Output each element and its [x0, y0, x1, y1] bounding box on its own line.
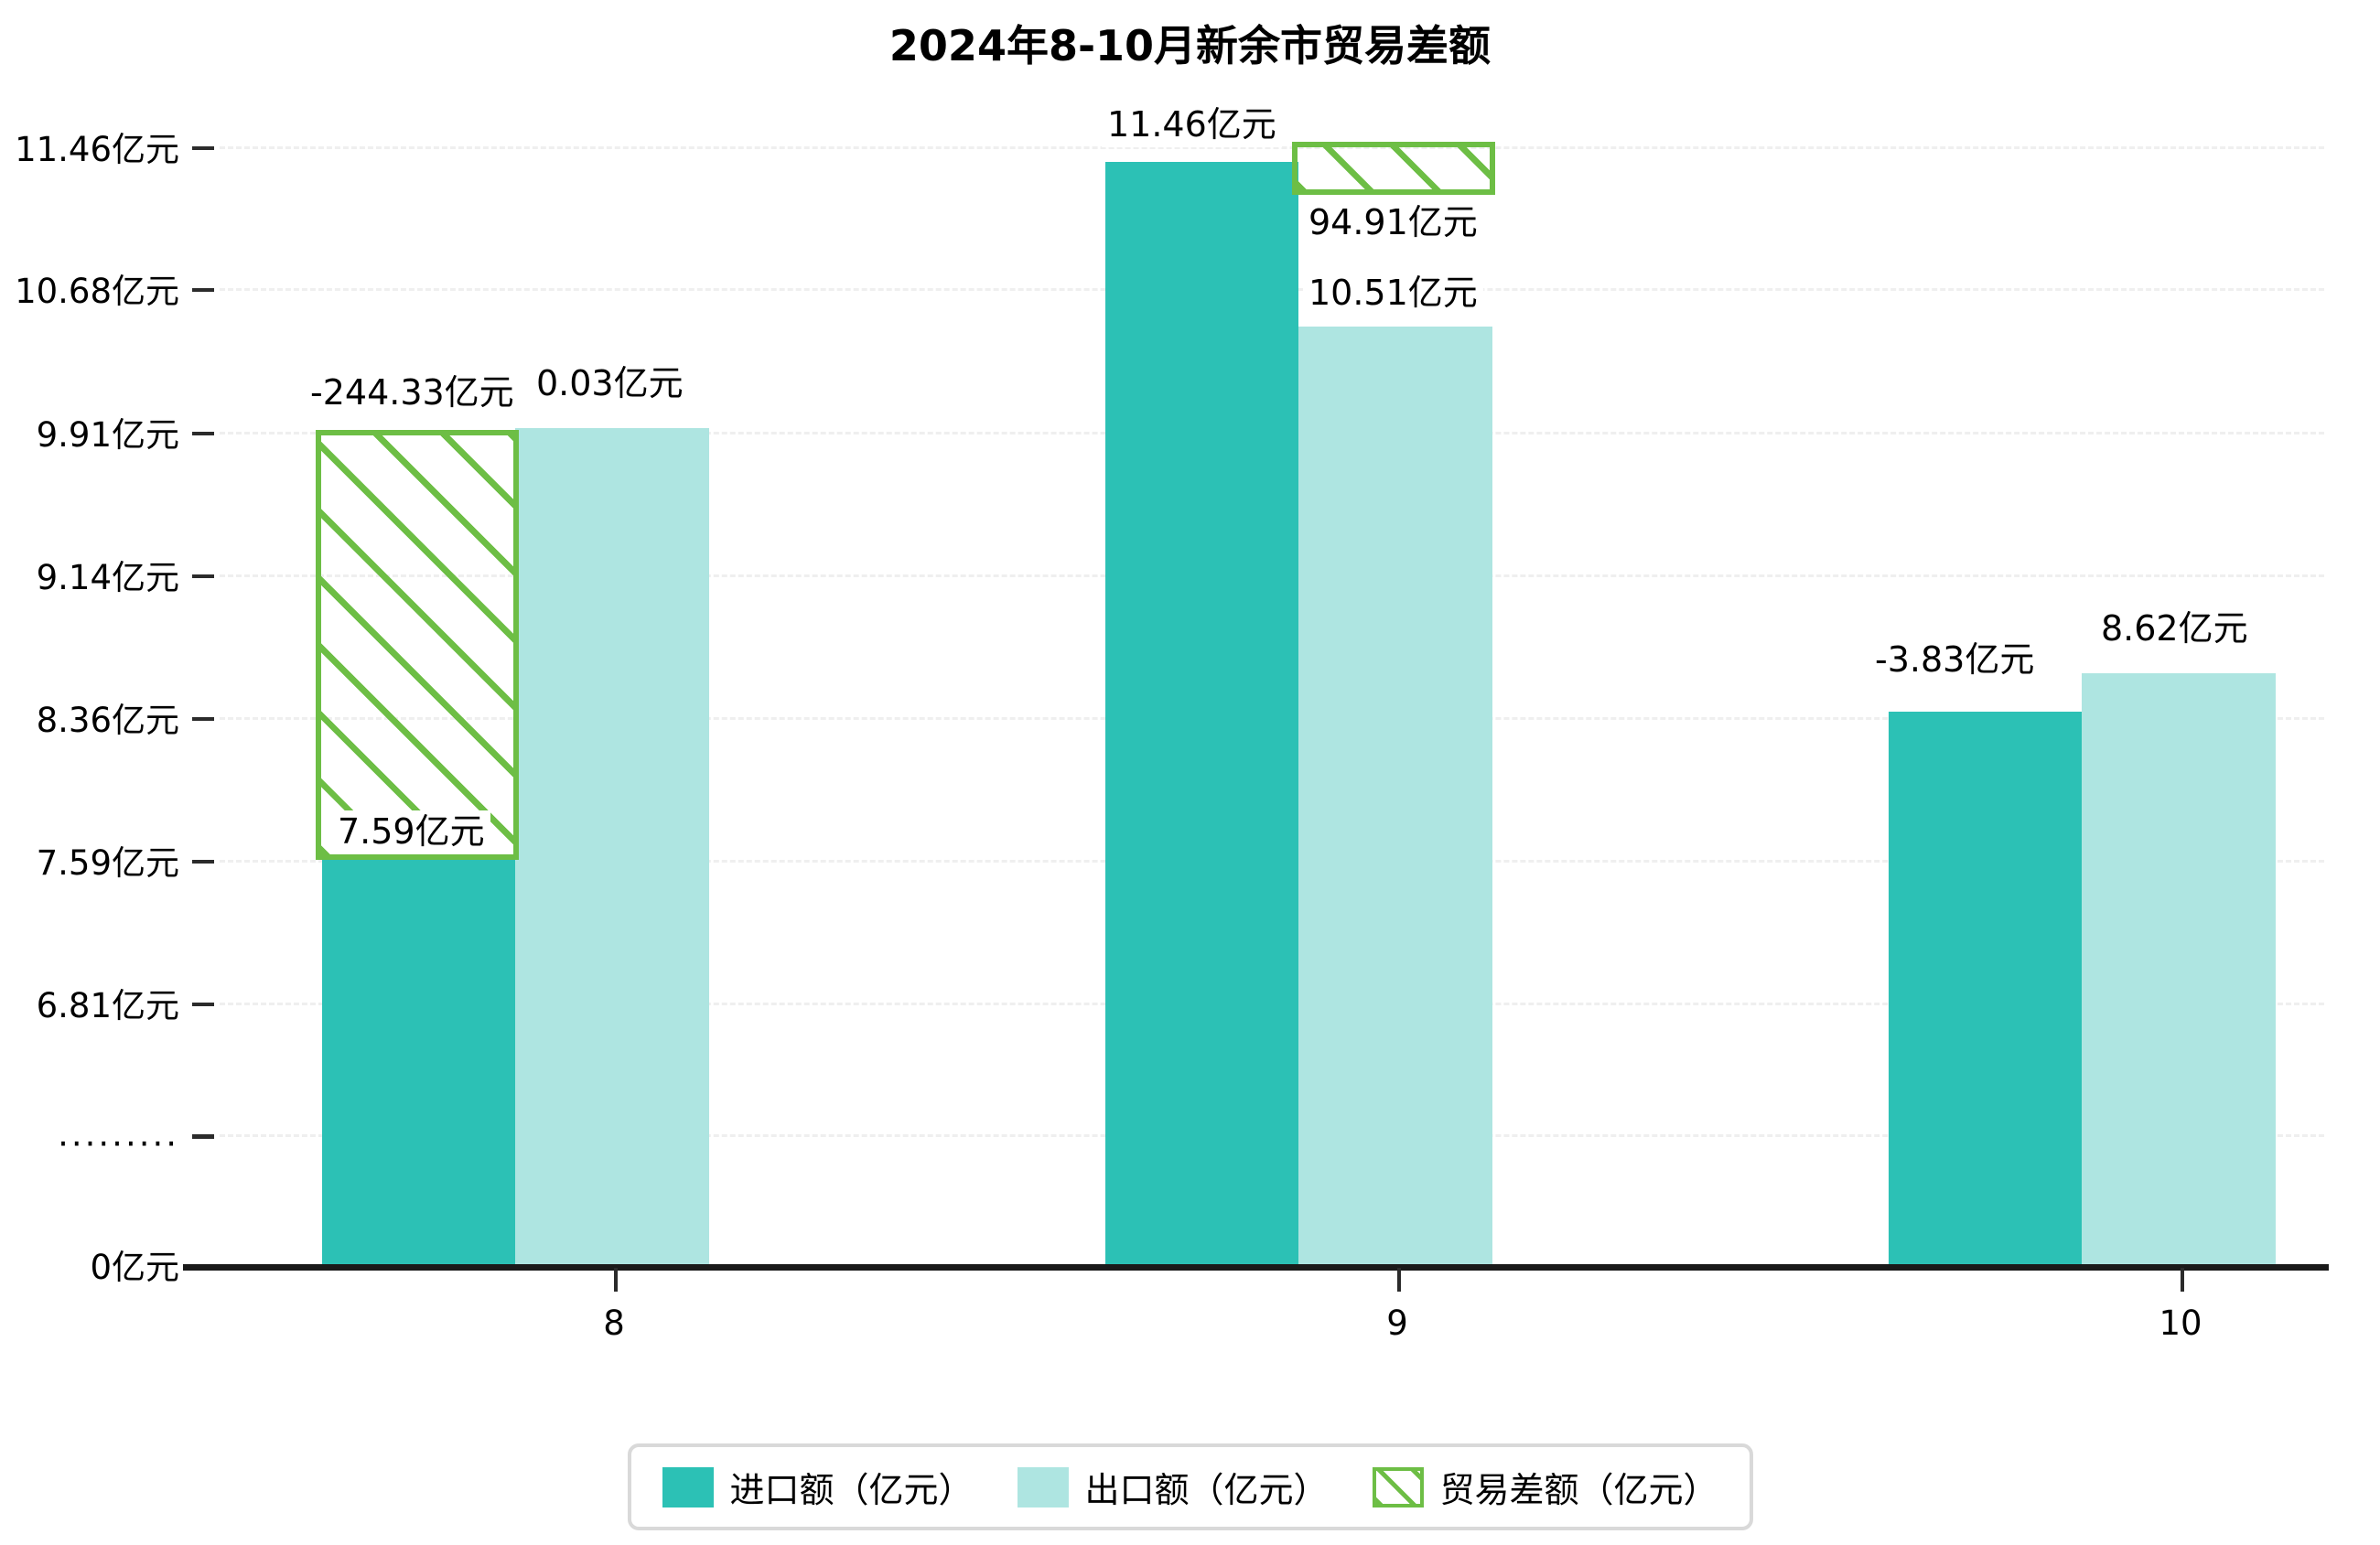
bar-trade-diff-9[interactable] [1292, 142, 1495, 195]
value-label-export-10: 8.62亿元 [2095, 607, 2254, 651]
legend-label-export: 出口额（亿元） [1084, 1470, 1329, 1510]
y-tick-label-1: 10.68亿元 [15, 272, 179, 311]
value-label-export-8: 0.03亿元 [531, 362, 689, 406]
y-tick-label-2: 9.91亿元 [36, 415, 179, 455]
value-label-import-9: 11.46亿元 [1102, 103, 1282, 147]
y-tick-label-5: 7.59亿元 [36, 843, 179, 883]
y-tick-label-4: 8.36亿元 [36, 701, 179, 740]
y-tick-mark-6 [192, 1003, 214, 1006]
legend-label-import: 进口额（亿元） [729, 1470, 974, 1510]
chart-title: 2024年8-10月新余市贸易差额 [888, 21, 1492, 70]
legend-swatch-export-icon [1017, 1466, 1069, 1507]
bar-import-10[interactable] [1889, 712, 2082, 1264]
y-tick-mark-5 [192, 860, 214, 864]
value-label-diff-9: 94.91亿元 [1303, 201, 1483, 245]
chart-legend: 进口额（亿元） 出口额（亿元） 贸易差额（亿元） [627, 1443, 1753, 1530]
y-tick-mark-3 [192, 574, 214, 578]
value-label-diff-8: -244.33亿元 [305, 371, 520, 415]
legend-item-export[interactable]: 出口额（亿元） [1017, 1462, 1329, 1512]
y-tick-label-8: 0亿元 [90, 1248, 179, 1287]
legend-item-trade-diff[interactable]: 贸易差额（亿元） [1372, 1462, 1718, 1512]
x-axis-line [183, 1264, 2329, 1271]
bar-import-9[interactable] [1105, 162, 1298, 1264]
y-tick-mark-4 [192, 717, 214, 721]
y-tick-mark-1 [192, 288, 214, 292]
y-tick-label-6: 6.81亿元 [36, 986, 179, 1025]
bar-trade-diff-8[interactable] [316, 430, 519, 860]
legend-item-import[interactable]: 进口额（亿元） [662, 1462, 973, 1512]
y-tick-label-3: 9.14亿元 [36, 558, 179, 597]
bar-import-8[interactable] [322, 855, 515, 1264]
legend-swatch-import-icon [662, 1466, 714, 1507]
y-tick-label-0: 11.46亿元 [15, 130, 179, 169]
legend-label-trade-diff: 贸易差额（亿元） [1439, 1470, 1718, 1510]
bar-export-9[interactable] [1298, 327, 1492, 1264]
bar-export-8[interactable] [515, 428, 709, 1264]
x-tick-label-9: 9 [1386, 1304, 1408, 1343]
value-label-export-9: 10.51亿元 [1303, 272, 1483, 316]
x-tick-label-10: 10 [2159, 1304, 2202, 1343]
y-tick-mark-2 [192, 432, 214, 435]
gridline-0 [220, 146, 2324, 149]
x-tick-mark-8 [614, 1268, 618, 1292]
x-tick-label-8: 8 [603, 1304, 625, 1343]
value-label-diff-10: -3.83亿元 [1869, 638, 2041, 682]
x-tick-mark-10 [2181, 1268, 2184, 1292]
y-tick-label-break: ......... [58, 1114, 179, 1154]
y-tick-mark-0 [192, 146, 214, 150]
value-label-import-8: 7.59亿元 [332, 810, 490, 854]
y-tick-mark-break [192, 1134, 214, 1139]
x-tick-mark-9 [1397, 1268, 1401, 1292]
legend-swatch-trade-diff-icon [1372, 1466, 1424, 1507]
bar-export-10[interactable] [2082, 673, 2276, 1264]
